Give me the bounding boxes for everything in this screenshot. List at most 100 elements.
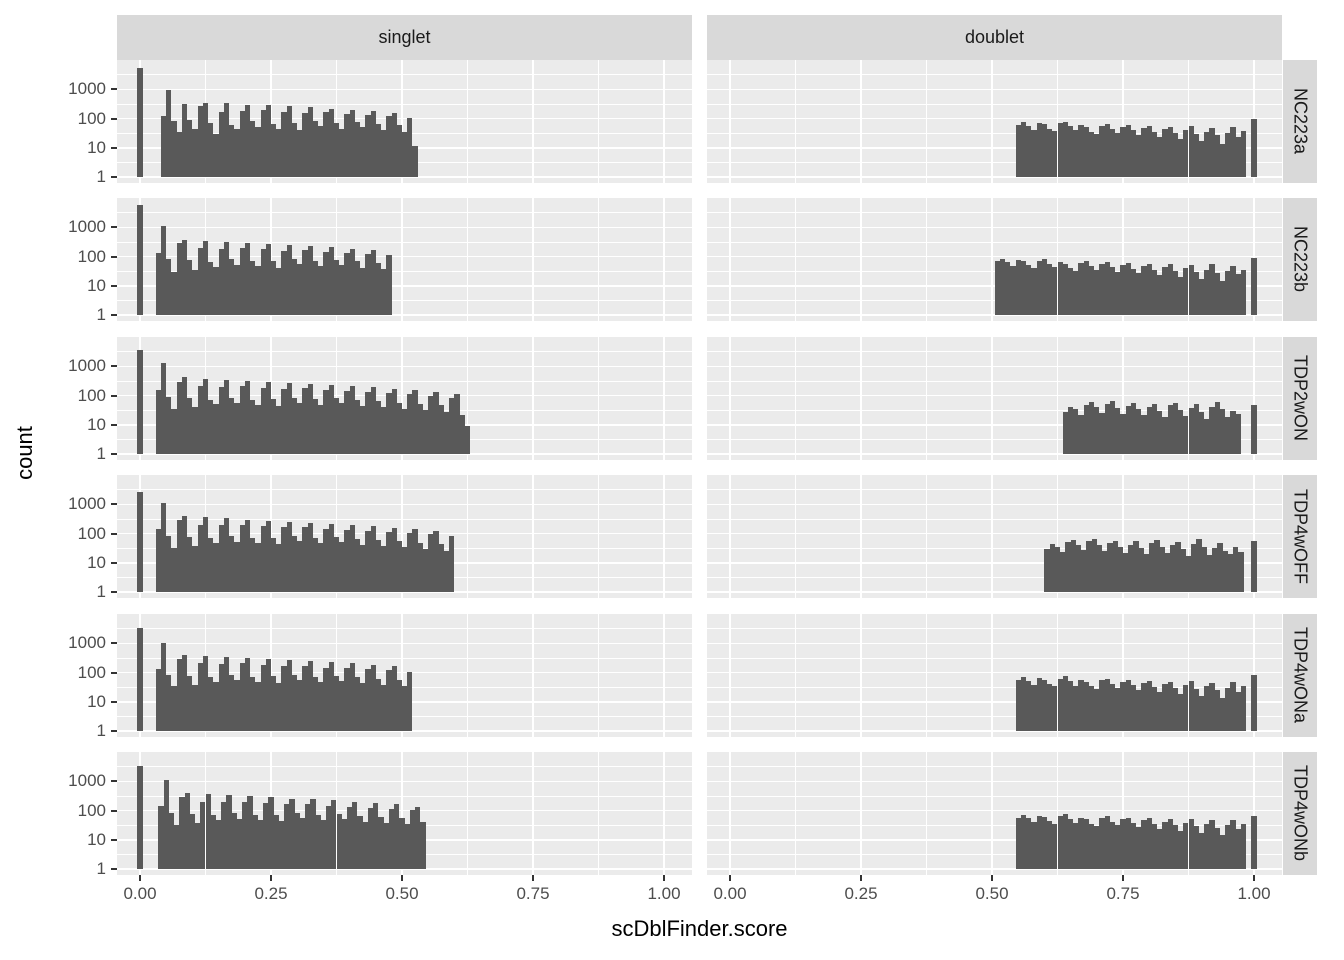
- histogram-bar: [1146, 407, 1152, 455]
- y-tick-label: 1: [96, 305, 106, 325]
- histogram-bar: [349, 248, 355, 316]
- y-tick-mark: [111, 453, 117, 456]
- gridline-major: [401, 198, 403, 321]
- histogram-bar: [375, 124, 382, 178]
- gridline-minor: [707, 103, 1282, 105]
- histogram-bar: [210, 815, 216, 870]
- histogram-bar: [341, 819, 347, 870]
- histogram-bar: [1109, 821, 1116, 870]
- histogram-bar: [155, 668, 161, 732]
- histogram-bar: [260, 526, 266, 593]
- gridline-major: [1122, 614, 1124, 737]
- gridline-minor: [1057, 337, 1058, 460]
- y-tick-label: 1000: [68, 771, 106, 791]
- histogram-bar: [312, 260, 319, 316]
- histogram-bar: [1191, 544, 1197, 593]
- histogram-bar: [1185, 556, 1192, 593]
- gridline-major: [117, 532, 692, 535]
- gridline-major: [729, 60, 731, 183]
- gridline-minor: [1057, 198, 1058, 321]
- histogram-bar: [365, 392, 371, 455]
- gridline-minor: [1057, 752, 1058, 875]
- histogram-bar: [286, 382, 292, 455]
- histogram-bar: [1125, 125, 1131, 178]
- histogram-bar: [386, 670, 392, 732]
- histogram-bar: [255, 543, 261, 593]
- histogram-bar: [1015, 817, 1021, 870]
- histogram-bar: [252, 814, 258, 870]
- gridline-minor: [336, 475, 337, 598]
- histogram-bar: [1130, 268, 1137, 316]
- gridline-minor: [117, 241, 692, 243]
- histogram-bar: [464, 426, 471, 455]
- histogram-bar: [1204, 131, 1210, 178]
- histogram-bar: [1235, 691, 1241, 732]
- histogram-bar: [1036, 123, 1042, 178]
- histogram-bar: [195, 823, 201, 870]
- gridline-minor: [707, 439, 1282, 440]
- histogram-bar: [205, 794, 211, 870]
- histogram-bar: [1151, 686, 1158, 732]
- gridline-minor: [117, 74, 692, 76]
- histogram-bar: [171, 121, 177, 178]
- histogram-bar: [1136, 134, 1142, 178]
- histogram-bar: [333, 675, 340, 732]
- histogram-bar: [1238, 551, 1244, 593]
- gridline-major: [707, 532, 1282, 535]
- histogram-bar: [1230, 819, 1236, 870]
- histogram-bar: [263, 803, 269, 870]
- histogram-bar: [160, 642, 167, 732]
- histogram-bar: [1036, 815, 1042, 870]
- histogram-bar: [229, 675, 235, 732]
- x-tick-label: 0.00: [713, 884, 747, 903]
- histogram-bar: [333, 537, 340, 593]
- gridline-minor: [795, 198, 796, 321]
- gridline-major: [270, 60, 272, 183]
- histogram-bar: [1047, 683, 1053, 732]
- histogram-bar: [1138, 548, 1144, 593]
- y-tick-label: 1: [96, 582, 106, 602]
- histogram-bar: [297, 130, 303, 178]
- histogram-bar: [381, 684, 387, 732]
- gridline-minor: [467, 60, 468, 183]
- histogram-bar: [344, 668, 350, 732]
- histogram-bar: [302, 113, 308, 178]
- histogram-bar: [294, 813, 300, 870]
- histogram-bar: [339, 542, 345, 593]
- histogram-bar: [208, 262, 214, 316]
- histogram-bar: [1172, 825, 1178, 870]
- y-tick-label: 1000: [68, 633, 106, 653]
- histogram-bar: [360, 127, 366, 178]
- histogram-bar: [1062, 121, 1068, 178]
- gridline-minor: [707, 270, 1282, 272]
- histogram-bar: [412, 145, 418, 178]
- histogram-bar: [360, 683, 366, 732]
- histogram-bar: [1225, 270, 1231, 316]
- gridline-minor: [707, 628, 1282, 630]
- histogram-bar: [1225, 133, 1231, 178]
- histogram-bar: [218, 248, 224, 316]
- gridline-major: [117, 780, 692, 783]
- gridline-minor: [707, 854, 1282, 855]
- histogram-bar: [1099, 263, 1105, 316]
- histogram-bar: [1225, 417, 1231, 455]
- histogram-bar: [278, 821, 285, 870]
- facet-strip-doublet: doublet: [707, 15, 1282, 60]
- gridline-minor: [1057, 614, 1058, 737]
- histogram-bar: [1081, 550, 1087, 593]
- histogram-bar: [396, 679, 402, 732]
- histogram-spike-bar: [1251, 257, 1257, 316]
- histogram-bar: [449, 397, 455, 455]
- x-tick-mark: [663, 875, 665, 881]
- histogram-bar: [276, 267, 282, 316]
- histogram-bar: [250, 538, 256, 593]
- histogram-bar: [273, 814, 279, 870]
- gridline-minor: [926, 60, 927, 183]
- histogram-bar: [1193, 133, 1199, 178]
- histogram-bar: [276, 405, 282, 455]
- histogram-bar: [391, 388, 397, 455]
- histogram-bar: [1219, 834, 1226, 870]
- gridline-minor: [117, 380, 692, 382]
- histogram-bar: [1102, 551, 1108, 593]
- histogram-bar: [333, 398, 340, 455]
